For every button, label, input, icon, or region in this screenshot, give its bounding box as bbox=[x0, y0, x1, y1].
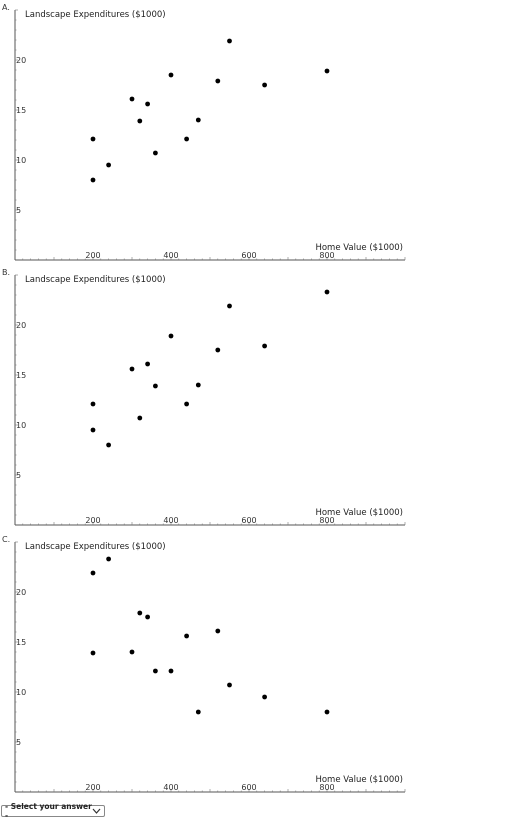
x-axis-label: Home Value ($1000) bbox=[315, 508, 403, 518]
y-tick-label: 20 bbox=[16, 321, 26, 330]
y-tick-label: 10 bbox=[16, 156, 26, 165]
answer-select-label: - Select your answer - bbox=[5, 802, 92, 820]
data-point bbox=[145, 614, 151, 620]
x-axis-label: Home Value ($1000) bbox=[315, 243, 403, 253]
x-tick-label: 800 bbox=[319, 516, 334, 525]
data-point bbox=[137, 610, 143, 616]
data-point bbox=[90, 177, 96, 183]
chart-panel-c: C. 200 400 600 800 5 10 15 20 Landscape Expendit… bbox=[0, 535, 420, 794]
data-point bbox=[90, 570, 96, 576]
data-point bbox=[184, 401, 190, 407]
y-tick-label: 15 bbox=[16, 106, 26, 115]
x-tick-label: 800 bbox=[319, 251, 334, 260]
scatter-plot: 200 400 600 800 5 10 15 20 Landscape Expenditure… bbox=[14, 9, 406, 261]
data-point bbox=[90, 427, 96, 433]
y-axis-label: Landscape Expenditures ($1000) bbox=[25, 275, 166, 285]
data-point bbox=[227, 682, 232, 688]
chart-panel-b: B. 200 400 600 800 5 10 15 20 Landscape Expendit… bbox=[0, 268, 420, 527]
x-tick-label: 200 bbox=[85, 516, 100, 525]
data-point bbox=[227, 303, 232, 309]
data-point bbox=[145, 361, 151, 367]
data-point bbox=[324, 709, 330, 715]
y-tick-label: 20 bbox=[16, 588, 26, 597]
data-point bbox=[215, 347, 221, 353]
data-point bbox=[153, 383, 158, 389]
y-tick-label: 10 bbox=[16, 421, 26, 430]
data-point bbox=[145, 101, 151, 107]
chevron-down-icon bbox=[92, 808, 101, 814]
data-point bbox=[195, 709, 201, 715]
data-point bbox=[90, 650, 96, 656]
data-point bbox=[137, 415, 143, 421]
data-point bbox=[129, 96, 135, 102]
data-point bbox=[137, 118, 143, 124]
x-tick-label: 200 bbox=[85, 251, 100, 260]
data-point bbox=[168, 333, 174, 339]
data-point bbox=[129, 366, 135, 372]
data-point bbox=[153, 150, 158, 156]
y-axis-label: Landscape Expenditures ($1000) bbox=[25, 542, 166, 552]
x-tick-label: 600 bbox=[241, 516, 256, 525]
data-point bbox=[195, 117, 201, 123]
x-tick-label: 400 bbox=[163, 516, 178, 525]
data-point bbox=[129, 649, 135, 655]
data-point bbox=[184, 136, 190, 142]
y-tick-label: 5 bbox=[16, 206, 21, 215]
data-point bbox=[262, 82, 267, 88]
chart-panel-a: A. 200 400 600 800 5 10 15 20 Landscape Expendit… bbox=[0, 3, 420, 262]
x-axis-label: Home Value ($1000) bbox=[315, 775, 403, 785]
y-tick-label: 15 bbox=[16, 638, 26, 647]
panel-label: C. bbox=[2, 535, 11, 544]
answer-select[interactable]: - Select your answer - bbox=[1, 802, 105, 820]
scatter-plot: 200 400 600 800 5 10 15 20 Landscape Expenditure… bbox=[14, 541, 406, 793]
x-tick-label: 200 bbox=[85, 783, 100, 792]
data-point bbox=[215, 628, 221, 634]
data-point bbox=[168, 72, 174, 78]
x-tick-label: 400 bbox=[163, 251, 178, 260]
y-axis-label: Landscape Expenditures ($1000) bbox=[25, 10, 166, 20]
data-point bbox=[215, 78, 221, 84]
y-tick-label: 5 bbox=[16, 471, 21, 480]
panel-label: B. bbox=[2, 268, 11, 277]
y-tick-label: 5 bbox=[16, 738, 21, 747]
data-point bbox=[106, 442, 111, 448]
data-point bbox=[227, 38, 232, 44]
data-point bbox=[262, 694, 267, 700]
data-point bbox=[324, 289, 330, 295]
x-tick-label: 400 bbox=[163, 783, 178, 792]
data-point bbox=[324, 68, 330, 74]
data-point bbox=[106, 556, 111, 562]
data-point bbox=[262, 343, 267, 349]
data-point bbox=[184, 633, 190, 639]
data-point bbox=[90, 136, 96, 142]
x-tick-label: 600 bbox=[241, 783, 256, 792]
y-tick-label: 10 bbox=[16, 688, 26, 697]
data-point bbox=[168, 668, 174, 674]
data-point bbox=[195, 382, 201, 388]
x-tick-label: 600 bbox=[241, 251, 256, 260]
y-tick-label: 15 bbox=[16, 371, 26, 380]
x-tick-label: 800 bbox=[319, 783, 334, 792]
data-point bbox=[106, 162, 111, 168]
scatter-plot: 200 400 600 800 5 10 15 20 Landscape Expenditure… bbox=[14, 274, 406, 526]
data-point bbox=[90, 401, 96, 407]
panel-label: A. bbox=[2, 3, 10, 12]
data-point bbox=[153, 668, 158, 674]
y-tick-label: 20 bbox=[16, 56, 26, 65]
